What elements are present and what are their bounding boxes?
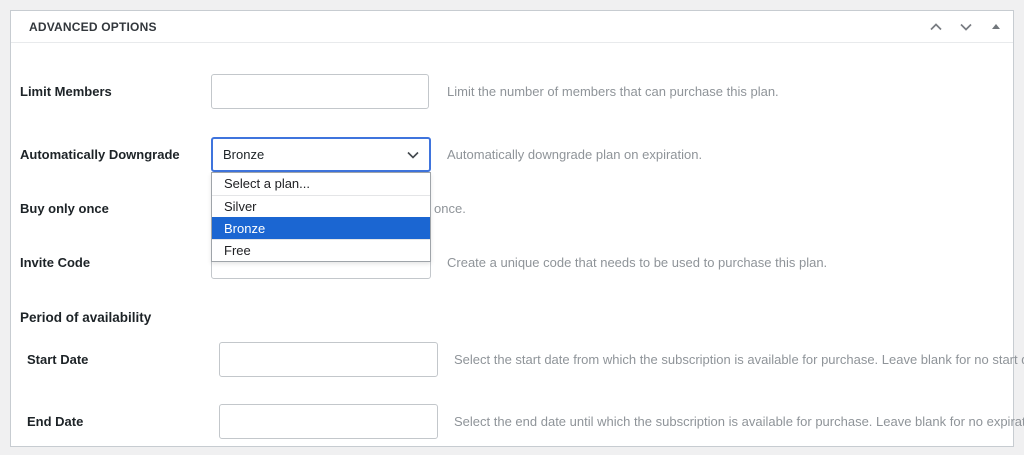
start-date-label: Start Date bbox=[27, 352, 89, 367]
buy-only-once-description-fragment: once. bbox=[434, 201, 466, 216]
invite-code-label: Invite Code bbox=[20, 255, 91, 270]
auto-downgrade-label: Automatically Downgrade bbox=[20, 147, 180, 162]
dropdown-option-free[interactable]: Free bbox=[212, 239, 430, 261]
end-date-description: Select the end date until which the subs… bbox=[454, 414, 1024, 429]
dropdown-option-bronze[interactable]: Bronze bbox=[212, 217, 430, 239]
advanced-options-panel: ADVANCED OPTIONS Limit Members Limit the… bbox=[10, 10, 1024, 447]
start-date-input[interactable] bbox=[219, 342, 438, 377]
auto-downgrade-description: Automatically downgrade plan on expirati… bbox=[447, 147, 703, 162]
limit-members-input[interactable] bbox=[211, 74, 429, 109]
plan-dropdown-list: Select a plan... Silver Bronze Free bbox=[211, 172, 431, 262]
collapse-toggle-icon[interactable] bbox=[989, 20, 1003, 34]
limit-members-label: Limit Members bbox=[20, 84, 112, 99]
panel-header[interactable]: ADVANCED OPTIONS bbox=[11, 11, 1013, 43]
limit-members-description: Limit the number of members that can pur… bbox=[447, 84, 779, 99]
auto-downgrade-select[interactable]: Bronze bbox=[211, 137, 431, 172]
invite-code-description: Create a unique code that needs to be us… bbox=[447, 255, 828, 270]
move-up-icon[interactable] bbox=[929, 20, 943, 34]
panel-title: ADVANCED OPTIONS bbox=[29, 19, 157, 34]
start-date-description: Select the start date from which the sub… bbox=[454, 352, 1024, 367]
end-date-label: End Date bbox=[27, 414, 84, 429]
auto-downgrade-select-value: Bronze bbox=[223, 147, 265, 162]
move-down-icon[interactable] bbox=[959, 20, 973, 34]
period-of-availability-heading: Period of availability bbox=[20, 309, 152, 325]
chevron-down-icon bbox=[407, 151, 419, 159]
panel-header-controls bbox=[929, 20, 1003, 34]
buy-only-once-label: Buy only once bbox=[20, 201, 109, 216]
dropdown-option-select-a-plan[interactable]: Select a plan... bbox=[224, 176, 310, 191]
dropdown-option-silver[interactable]: Silver bbox=[212, 195, 430, 217]
end-date-input[interactable] bbox=[219, 404, 438, 439]
